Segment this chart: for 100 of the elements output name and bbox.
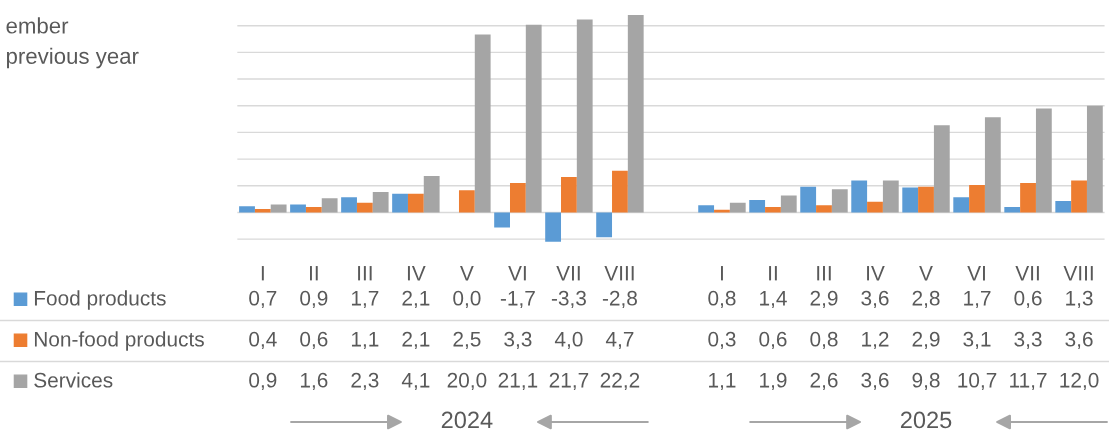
data-label: 4,0 bbox=[554, 331, 583, 350]
legend-label: Food products bbox=[34, 290, 166, 310]
data-label: 4,7 bbox=[605, 332, 634, 350]
bar bbox=[458, 190, 475, 213]
bar bbox=[407, 193, 424, 213]
data-label: -1,7 bbox=[500, 291, 535, 309]
x-tick-label: IV bbox=[867, 266, 885, 281]
bar bbox=[423, 176, 440, 213]
x-tick-label: VIII bbox=[1063, 266, 1093, 281]
bar bbox=[596, 212, 613, 238]
x-tick-label: VII bbox=[556, 266, 580, 281]
bar bbox=[372, 192, 389, 213]
bar bbox=[290, 204, 306, 213]
data-label: 2,1 bbox=[402, 290, 430, 309]
data-label: 0,4 bbox=[249, 331, 277, 350]
text: 2025 bbox=[900, 411, 952, 429]
data-label: 3,3 bbox=[504, 331, 532, 350]
legend-label: Non-food products bbox=[34, 331, 204, 351]
bar bbox=[494, 212, 510, 228]
data-label: 3,3 bbox=[1014, 331, 1042, 350]
data-label: 0,0 bbox=[453, 290, 481, 309]
bar bbox=[341, 197, 357, 213]
data-label: 2,5 bbox=[453, 331, 481, 350]
data-label: 1,7 bbox=[351, 291, 379, 309]
data-label: 3,1 bbox=[963, 331, 991, 350]
x-tick-label: I bbox=[720, 266, 723, 281]
data-label: 2,8 bbox=[912, 290, 940, 309]
data-label: 2,3 bbox=[351, 372, 379, 391]
bar bbox=[356, 202, 373, 213]
data-label: 21,7 bbox=[549, 372, 589, 391]
data-label: 0,9 bbox=[249, 372, 277, 391]
bar bbox=[851, 180, 868, 213]
bar bbox=[816, 205, 832, 213]
data-label: 0,6 bbox=[759, 331, 787, 350]
x-tick-label: V bbox=[919, 266, 933, 281]
x-tick-label: VI bbox=[967, 266, 985, 281]
bar bbox=[321, 198, 338, 213]
bar bbox=[953, 197, 970, 213]
bar bbox=[239, 206, 255, 213]
data-label: 0,6 bbox=[1014, 290, 1042, 309]
data-label: 1,1 bbox=[351, 332, 379, 350]
bar bbox=[510, 183, 526, 213]
x-tick-label: III bbox=[358, 266, 372, 281]
x-tick-label: II bbox=[309, 266, 318, 281]
bar bbox=[612, 170, 628, 213]
bar bbox=[882, 180, 899, 213]
bar bbox=[1020, 183, 1036, 213]
bar bbox=[729, 202, 746, 213]
bar bbox=[1035, 108, 1052, 213]
data-label: 22,2 bbox=[600, 372, 640, 391]
bar bbox=[918, 186, 934, 213]
text: ember previous year bbox=[6, 17, 139, 69]
data-label: 2,1 bbox=[402, 331, 430, 350]
x-tick-label: VII bbox=[1015, 266, 1039, 281]
data-label: 0,6 bbox=[300, 331, 328, 350]
bar bbox=[545, 212, 562, 242]
bar bbox=[867, 201, 883, 213]
bar bbox=[984, 117, 1001, 213]
data-label: 0,8 bbox=[708, 290, 736, 309]
bar bbox=[576, 19, 593, 213]
data-label: 21,1 bbox=[498, 372, 538, 391]
bar bbox=[525, 24, 542, 213]
bar bbox=[1071, 180, 1087, 213]
data-label: 1,3 bbox=[1066, 290, 1093, 309]
bar bbox=[1055, 200, 1072, 213]
data-label: 1,6 bbox=[300, 372, 328, 391]
bar bbox=[969, 184, 985, 213]
data-label: -2,8 bbox=[602, 290, 637, 309]
data-label: 1,2 bbox=[862, 331, 889, 350]
data-label: 0,7 bbox=[249, 290, 277, 309]
data-label: 2,9 bbox=[912, 331, 940, 350]
data-label: 2,6 bbox=[810, 372, 838, 391]
bar bbox=[305, 207, 322, 213]
bar bbox=[474, 34, 491, 213]
bar bbox=[800, 186, 817, 213]
data-label: 9,8 bbox=[912, 372, 940, 391]
bar bbox=[392, 193, 408, 213]
data-label: 3,6 bbox=[861, 290, 889, 309]
data-label: 3,6 bbox=[1065, 331, 1093, 350]
data-label: 11,7 bbox=[1010, 373, 1047, 391]
bar bbox=[561, 176, 577, 213]
data-label: 2,9 bbox=[810, 290, 838, 309]
x-tick-label: V bbox=[460, 266, 474, 281]
x-tick-label: III bbox=[817, 266, 831, 281]
x-tick-label: I bbox=[261, 266, 264, 281]
data-label: 4,1 bbox=[401, 373, 430, 391]
x-tick-label: VI bbox=[508, 266, 526, 281]
x-tick-label: IV bbox=[407, 266, 426, 281]
data-label: 12,0 bbox=[1060, 372, 1099, 391]
bar bbox=[270, 204, 287, 213]
data-label: 20,0 bbox=[447, 372, 487, 391]
data-label: 1,7 bbox=[964, 291, 991, 309]
data-label: 1,1 bbox=[709, 373, 736, 391]
bar bbox=[1086, 105, 1103, 213]
data-label: 1,9 bbox=[760, 372, 787, 391]
data-label: 0,8 bbox=[810, 331, 838, 350]
bar bbox=[698, 205, 715, 213]
x-tick-label: VIII bbox=[604, 266, 634, 281]
bar bbox=[765, 207, 781, 213]
bar bbox=[749, 200, 766, 213]
